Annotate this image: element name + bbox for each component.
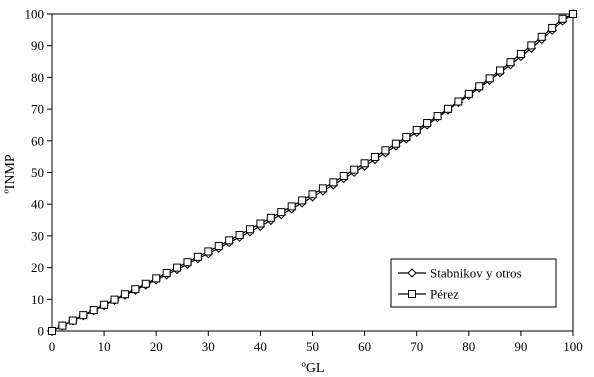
y-axis-title: ºINMP [3,154,18,194]
legend: Stabnikov y otros Pérez [390,258,557,308]
axes: 0 10 20 30 40 50 60 70 80 90 100 0 10 20 30 40 50 60 70 80 9… [25,7,583,355]
y-tick-label: 80 [31,70,44,85]
data-point [339,171,348,180]
legend-box [390,258,557,308]
x-tick-label: 30 [202,339,215,354]
data-point [100,300,109,309]
data-point [298,196,307,205]
data-point [475,82,484,91]
data-point [58,321,67,330]
data-point [485,74,494,83]
y-tick-label: 100 [25,7,45,22]
data-point [308,190,317,199]
data-point [350,165,359,174]
data-point [423,119,432,128]
x-axis-title: ºGL [301,361,324,376]
data-point [537,32,546,41]
data-point [433,112,442,121]
data-point [266,213,275,222]
x-tick-label: 80 [462,339,475,354]
data-point [120,290,129,299]
data-point [68,316,77,325]
legend-marker [407,268,417,278]
data-point [506,58,515,67]
data-point [558,14,567,23]
data-point [391,139,400,148]
data-point [225,236,234,245]
x-tick-label: 10 [98,339,111,354]
y-tick-label: 50 [31,165,44,180]
y-tick-label: 40 [31,197,44,212]
data-point [381,146,390,155]
data-point [527,41,536,50]
data-point [569,10,577,18]
data-point [89,306,98,315]
data-point [141,279,150,288]
data-point [454,97,463,106]
data-point [183,258,192,267]
data-point [256,219,265,228]
data-point [412,126,421,135]
data-point [402,132,411,141]
x-tick-label: 70 [410,339,423,354]
data-point [329,178,338,187]
data-point [48,327,56,335]
data-point [131,285,140,294]
data-point [193,252,202,261]
data-point [443,104,452,113]
legend-label: Pérez [430,287,459,302]
data-point [371,152,380,161]
data-point [360,159,369,168]
x-tick-label: 40 [254,339,267,354]
x-tick-label: 50 [306,339,319,354]
y-tick-label: 10 [31,292,44,307]
data-point [464,89,473,98]
data-point [79,311,88,320]
y-tick-label: 70 [31,102,44,117]
data-point [204,247,213,256]
data-point [110,295,119,304]
x-tick-label: 20 [150,339,163,354]
data-point [277,208,286,217]
data-point [235,230,244,239]
x-tick-label: 0 [49,339,56,354]
data-point [496,66,505,75]
y-tick-label: 0 [38,324,45,339]
data-point [173,263,182,272]
data-point [318,184,327,193]
y-tick-label: 30 [31,228,44,243]
y-tick-label: 20 [31,260,44,275]
legend-marker [408,290,416,298]
x-tick-label: 100 [563,339,583,354]
y-tick-label: 90 [31,38,44,53]
data-point [516,49,525,58]
legend-label: Stabnikov y otros [430,266,522,281]
series-group [47,9,578,336]
data-point [214,242,223,251]
data-point [152,274,161,283]
series-markers-perez [48,10,577,335]
x-tick-label: 90 [514,339,527,354]
y-tick-label: 60 [31,133,44,148]
data-point [245,225,254,234]
data-point [548,23,557,32]
data-point [162,268,171,277]
x-tick-label: 60 [358,339,371,354]
data-point [287,202,296,211]
